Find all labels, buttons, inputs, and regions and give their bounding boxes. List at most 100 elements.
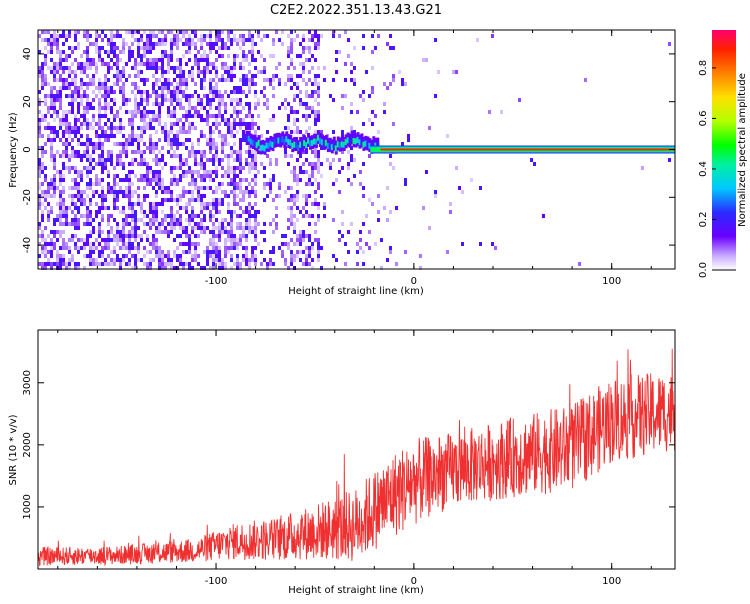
heatmap-cell (293, 202, 296, 206)
heatmap-cell (251, 226, 254, 230)
heatmap-cell (254, 210, 257, 214)
heatmap-cell (308, 262, 311, 266)
heatmap-cell (314, 238, 317, 242)
spectrogram-x-tick-label: 0 (411, 276, 417, 287)
heatmap-cell (266, 106, 269, 110)
heatmap-cell (227, 74, 230, 78)
heatmap-cell (212, 246, 215, 250)
heatmap-cell (221, 114, 224, 118)
heatmap-cell (101, 218, 104, 222)
heatmap-cell (53, 190, 56, 194)
heatmap-cell (182, 186, 185, 190)
heatmap-cell (68, 222, 71, 226)
heatmap-cell (236, 258, 239, 262)
heatmap-cell (197, 150, 200, 154)
heatmap-cell (77, 266, 80, 270)
heatmap-cell (158, 78, 161, 82)
heatmap-cell (254, 166, 257, 170)
colorbar-tick-label: 0.8 (698, 60, 709, 76)
heatmap-cell (89, 186, 92, 190)
heatmap-cell (371, 86, 374, 90)
heatmap-cell (206, 254, 209, 258)
heatmap-cell (248, 150, 251, 154)
heatmap-cell (170, 94, 173, 98)
heatmap-cell (38, 122, 41, 126)
heatmap-cell (137, 250, 140, 254)
heatmap-cell (161, 266, 164, 270)
heatmap-cell (317, 238, 320, 242)
heatmap-cell (59, 94, 62, 98)
heatmap-cell (59, 198, 62, 202)
heatmap-cell (248, 230, 251, 234)
heatmap-cell (50, 150, 53, 154)
heatmap-cell (50, 94, 53, 98)
heatmap-cell (146, 262, 149, 266)
heatmap-cell (95, 142, 98, 146)
heatmap-cell (92, 98, 95, 102)
heatmap-cell (134, 150, 137, 154)
heatmap-cell (101, 58, 104, 62)
heatmap-cell (92, 242, 95, 246)
heatmap-cell (143, 230, 146, 234)
heatmap-cell (179, 174, 182, 178)
heatmap-cell (182, 250, 185, 254)
heatmap-cell (290, 106, 293, 110)
heatmap-cell (152, 34, 155, 38)
heatmap-cell (74, 246, 77, 250)
heatmap-cell (110, 162, 113, 166)
heatmap-cell (215, 226, 218, 230)
heatmap-cell (308, 58, 311, 62)
heatmap-cell (212, 86, 215, 90)
heatmap-cell (191, 42, 194, 46)
heatmap-cell (71, 222, 74, 226)
heatmap-cell (146, 266, 149, 270)
heatmap-cell (152, 246, 155, 250)
heatmap-cell (293, 166, 296, 170)
heatmap-cell (251, 78, 254, 82)
heatmap-cell (260, 162, 263, 166)
heatmap-cell (41, 234, 44, 238)
heatmap-cell (248, 86, 251, 90)
heatmap-cell (104, 50, 107, 54)
heatmap-cell (212, 262, 215, 266)
heatmap-cell (173, 178, 176, 182)
heatmap-cell (185, 146, 188, 150)
heatmap-cell (347, 250, 350, 254)
heatmap-cell (293, 98, 296, 102)
heatmap-cell (188, 170, 191, 174)
heatmap-cell (218, 98, 221, 102)
heatmap-cell (65, 222, 68, 226)
heatmap-cell (53, 74, 56, 78)
heatmap-cell (98, 138, 101, 142)
heatmap-cell (155, 162, 158, 166)
heatmap-cell (110, 238, 113, 242)
heatmap-cell (182, 242, 185, 246)
heatmap-cell (359, 170, 362, 174)
heatmap-cell (128, 54, 131, 58)
heatmap-cell (137, 142, 140, 146)
heatmap-cell (230, 242, 233, 246)
heatmap-cell (200, 202, 203, 206)
heatmap-cell (296, 126, 299, 130)
heatmap-cell (224, 66, 227, 70)
heatmap-cell (494, 246, 497, 250)
heatmap-cell (290, 46, 293, 50)
heatmap-cell (248, 114, 251, 118)
heatmap-cell (173, 166, 176, 170)
heatmap-cell (146, 42, 149, 46)
heatmap-cell (266, 98, 269, 102)
heatmap-cell (314, 222, 317, 226)
heatmap-cell (296, 242, 299, 246)
heatmap-cell (263, 186, 266, 190)
heatmap-cell (179, 222, 182, 226)
heatmap-cell (221, 146, 224, 150)
heatmap-cell (227, 94, 230, 98)
heatmap-cell (119, 150, 122, 154)
heatmap-cell (311, 82, 314, 86)
heatmap-cell (167, 222, 170, 226)
heatmap-cell (299, 98, 302, 102)
heatmap-cell (104, 162, 107, 166)
heatmap-cell (239, 66, 242, 70)
heatmap-cell (311, 182, 314, 186)
heatmap-cell (185, 242, 188, 246)
